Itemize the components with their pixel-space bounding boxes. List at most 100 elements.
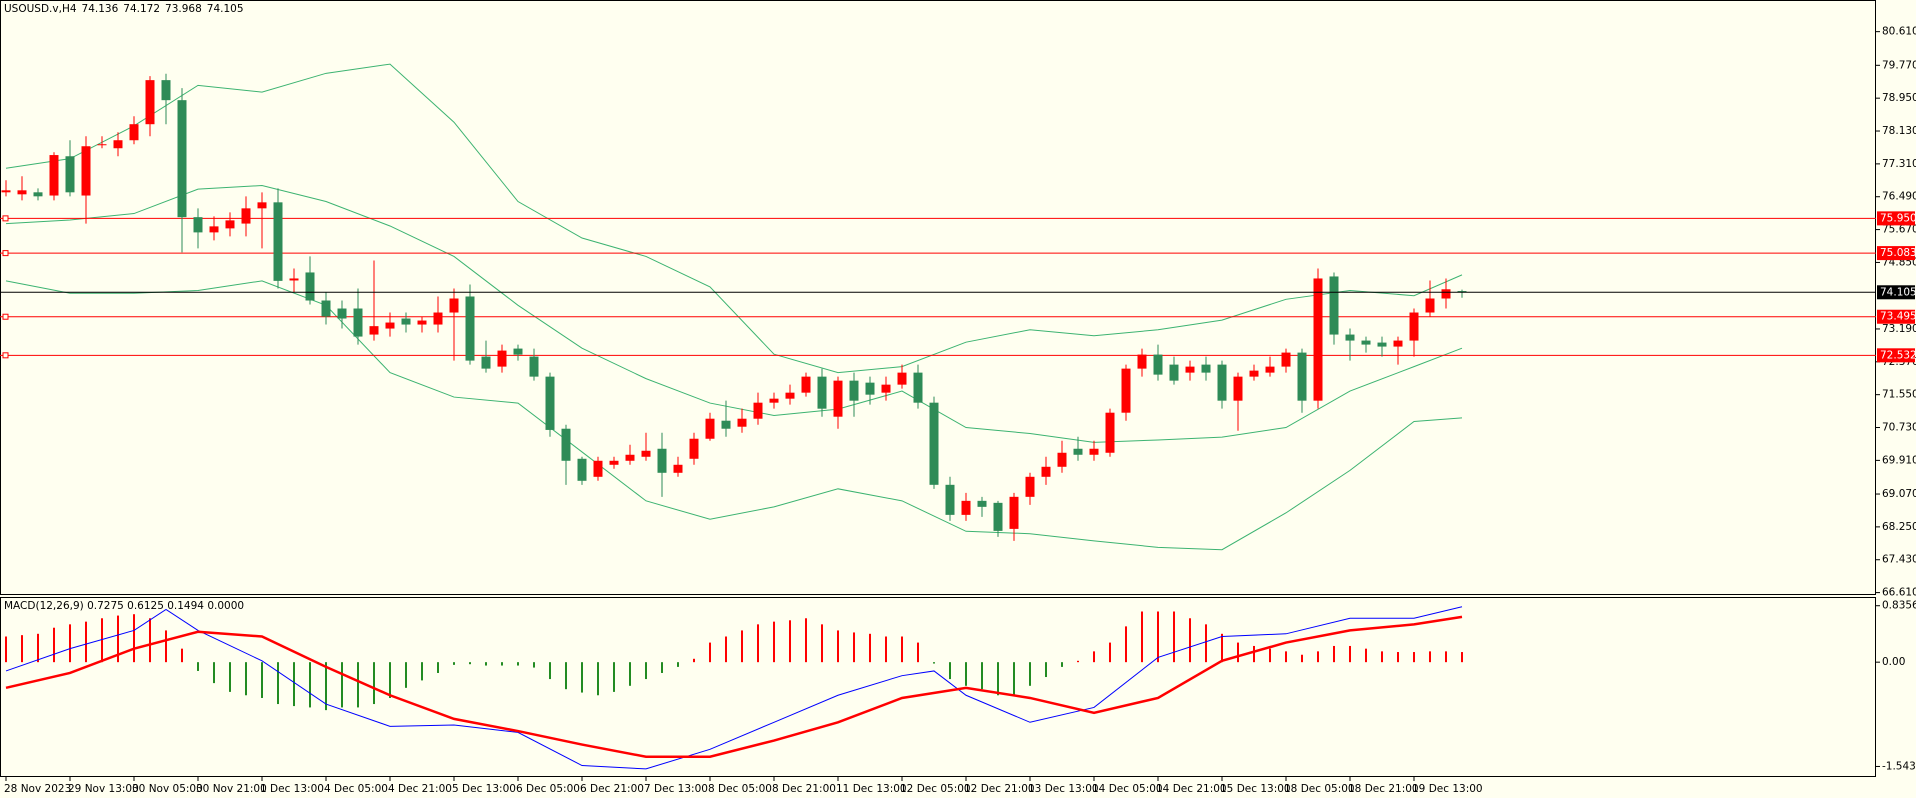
x-tick-label: 14 Dec 05:00 — [1092, 783, 1163, 795]
candle-body — [33, 192, 43, 197]
x-tick-label: 7 Dec 13:00 — [644, 783, 708, 795]
candle-body — [817, 376, 827, 409]
x-tick-label: 6 Dec 05:00 — [516, 783, 580, 795]
candle-body — [321, 300, 331, 317]
main-header: USOUSD.v,H4 74.136 74.172 73.968 74.105 — [4, 3, 249, 15]
candle-body — [161, 80, 171, 101]
candle-body — [497, 350, 507, 367]
candle-body — [785, 392, 795, 399]
candle-body — [833, 380, 843, 417]
y-tick-label: 79.770 — [1882, 59, 1916, 71]
indicator-line — [5, 615, 1463, 758]
y-tick-label: 0.00 — [1882, 656, 1905, 668]
candle-body — [1297, 352, 1307, 401]
x-tick-label: 15 Dec 13:00 — [1220, 783, 1291, 795]
candle-body — [337, 308, 347, 319]
candle-body — [1265, 366, 1275, 373]
candle-body — [1009, 496, 1019, 529]
x-tick-label: 12 Dec 05:00 — [900, 783, 971, 795]
candle-body — [769, 398, 779, 403]
y-tick-label: 70.730 — [1882, 422, 1916, 434]
last-close: 74.105 — [206, 3, 244, 15]
level-label-bg — [1877, 211, 1915, 226]
level-label-bg — [1877, 246, 1915, 261]
symbol-title: USOUSD.v,H4 — [4, 3, 77, 15]
candle-body — [1457, 291, 1467, 293]
x-tick-label: 5 Dec 13:00 — [452, 783, 516, 795]
candle-body — [1409, 312, 1419, 341]
x-tick-label: 18 Dec 05:00 — [1284, 783, 1355, 795]
macd-title: MACD(12,26,9) 0.7275 0.6125 0.1494 0.000… — [4, 600, 245, 612]
y-tick-label: 77.310 — [1882, 158, 1916, 170]
candle-body — [1153, 354, 1163, 375]
candle-body — [1249, 370, 1259, 377]
y-tick-label: 69.910 — [1882, 454, 1916, 466]
x-tick-label: 14 Dec 21:00 — [1156, 783, 1227, 795]
price-label-bg — [1877, 285, 1915, 300]
candle-body — [1201, 364, 1211, 373]
candle-body — [1169, 364, 1179, 381]
candle-body — [1089, 448, 1099, 455]
y-tick-label: 66.610 — [1882, 587, 1916, 599]
candle-body — [449, 298, 459, 313]
y-tick-label: 80.610 — [1882, 26, 1916, 38]
candle-body — [545, 376, 555, 430]
candle-body — [609, 460, 619, 465]
candle-body — [913, 372, 923, 403]
x-tick-label: 12 Dec 21:00 — [964, 783, 1035, 795]
candle-body — [273, 202, 283, 281]
x-tick-label: 29 Nov 13:00 — [68, 783, 139, 795]
candle-body — [1025, 476, 1035, 497]
candle-body — [385, 322, 395, 329]
candle-body — [849, 380, 859, 401]
candle-body — [1105, 412, 1115, 453]
candle-body — [1377, 342, 1387, 347]
level-label-bg — [1877, 348, 1915, 363]
x-tick-label: 4 Dec 05:00 — [324, 783, 388, 795]
x-tick-label: 4 Dec 21:00 — [388, 783, 452, 795]
candle-body — [1217, 364, 1227, 401]
candle-body — [225, 220, 235, 229]
candle-body — [433, 312, 443, 325]
candle-body — [1, 190, 11, 193]
level-marker — [2, 250, 9, 257]
candle-body — [1057, 452, 1067, 467]
candle-body — [1393, 340, 1403, 347]
candle-body — [1329, 276, 1339, 335]
level-marker — [2, 313, 9, 320]
y-tick-label: 71.550 — [1882, 389, 1916, 401]
last-open: 74.136 — [81, 3, 119, 15]
price-label: 74.105 — [1880, 286, 1916, 298]
candle-body — [49, 155, 59, 196]
candle-body — [1185, 366, 1195, 373]
indicator-line — [5, 606, 1463, 770]
candle-body — [145, 80, 155, 125]
candle-body — [945, 484, 955, 515]
candle-body — [705, 418, 715, 439]
last-low: 73.968 — [165, 3, 202, 15]
x-tick-label: 8 Dec 21:00 — [772, 783, 836, 795]
candle-body — [305, 272, 315, 301]
candle-body — [721, 420, 731, 429]
candle-body — [401, 318, 411, 325]
candle-body — [1137, 354, 1147, 369]
candle-body — [129, 124, 139, 141]
candle-body — [865, 382, 875, 395]
candle-body — [753, 402, 763, 419]
candle-body — [1441, 289, 1451, 299]
candle-body — [17, 190, 27, 195]
macd-panel — [0, 597, 1876, 777]
candle-body — [1361, 340, 1371, 345]
candle-body — [1281, 352, 1291, 367]
candle-body — [593, 460, 603, 477]
candle-body — [81, 146, 91, 196]
candle-body — [241, 208, 251, 224]
last-high: 74.172 — [123, 3, 161, 15]
candle-body — [369, 326, 379, 335]
candle-body — [657, 448, 667, 473]
y-tick-label: 68.250 — [1882, 521, 1916, 533]
candle-body — [1121, 368, 1131, 413]
x-tick-label: 6 Dec 21:00 — [580, 783, 644, 795]
candle-body — [961, 500, 971, 515]
